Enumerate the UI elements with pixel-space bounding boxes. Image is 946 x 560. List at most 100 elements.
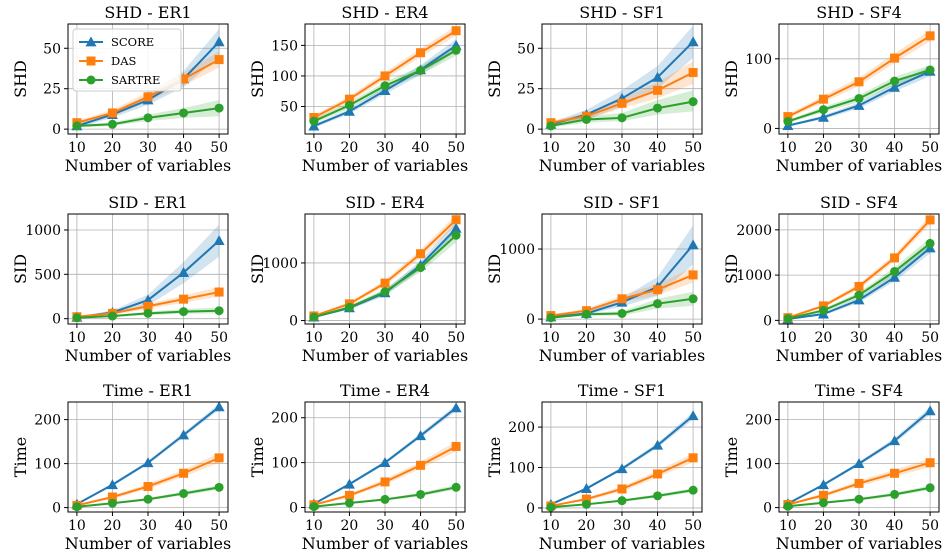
chart-shd-er1: 10 20 30 40 50 0 25 50 SHD - ER1 Number of variab… (11, 3, 231, 175)
x-tick-label: 20 (815, 330, 833, 346)
x-tick-label: 40 (886, 518, 904, 534)
point-sartre (653, 103, 663, 113)
chart-time-sf1: 10 20 30 40 50 0 100 200 Time - SF1 Number of var… (485, 381, 705, 553)
y-tick-label: 1000 (499, 242, 535, 258)
x-tick-label: 50 (210, 518, 228, 534)
point-das (179, 468, 189, 478)
point-sartre (581, 309, 591, 319)
chart-title: SID - ER1 (108, 193, 188, 212)
point-sartre (818, 105, 828, 115)
x-tick-label: 20 (104, 518, 122, 534)
y-axis-label: SID (485, 254, 504, 284)
chart-sid-er4: 10 20 30 40 50 0 1000 SID - ER4 Number of variab… (248, 193, 468, 365)
x-tick-label: 30 (613, 330, 631, 346)
y-tick-label: 0 (526, 501, 535, 517)
y-tick-label: 1000 (736, 268, 772, 284)
point-score (652, 71, 664, 82)
point-das (783, 112, 793, 122)
point-das (344, 490, 354, 500)
point-sartre (309, 502, 319, 512)
y-tick-label: 100 (745, 457, 772, 473)
x-tick-label: 40 (886, 140, 904, 156)
point-das (617, 294, 627, 304)
point-sartre (107, 119, 117, 129)
point-sartre (107, 311, 117, 321)
point-das (653, 469, 663, 479)
x-tick-label: 20 (815, 518, 833, 534)
x-tick-label: 20 (578, 140, 596, 156)
y-tick-label: 1000 (25, 223, 61, 239)
point-sartre (344, 498, 354, 508)
point-score (687, 36, 699, 47)
x-tick-label: 30 (139, 518, 157, 534)
point-sartre (179, 307, 189, 317)
point-score (415, 430, 427, 441)
x-axis-label: Number of variables (776, 346, 942, 365)
point-score (106, 479, 118, 490)
x-tick-label: 50 (921, 330, 939, 346)
point-sartre (783, 116, 793, 126)
point-score (652, 439, 664, 450)
point-das (107, 108, 117, 118)
point-das (451, 26, 461, 36)
point-sartre (380, 494, 390, 504)
x-tick-label: 30 (613, 140, 631, 156)
legend-marker-score (85, 36, 97, 47)
y-axis-label: SHD (248, 60, 267, 98)
point-das (617, 484, 627, 494)
y-tick-label: 0 (763, 501, 772, 517)
point-das (890, 468, 900, 478)
point-score (924, 405, 936, 416)
point-sartre (214, 482, 224, 492)
y-axis-label: Time (485, 437, 504, 477)
point-sartre (818, 498, 828, 508)
y-tick-label: 0 (526, 312, 535, 328)
legend-marker-das (86, 56, 96, 66)
point-sartre (617, 113, 627, 123)
x-tick-label: 40 (175, 518, 193, 534)
x-tick-label: 20 (341, 140, 359, 156)
point-das (818, 94, 828, 104)
point-sartre (143, 308, 153, 318)
x-axis-label: Number of variables (302, 156, 468, 175)
point-sartre (783, 314, 793, 324)
chart-shd-sf4: 10 20 30 40 50 0 100 SHD - SF4 Number of variabl… (722, 3, 942, 175)
point-sartre (688, 97, 698, 107)
point-sartre (416, 65, 426, 75)
point-das (214, 287, 224, 297)
point-sartre (214, 103, 224, 113)
x-tick-label: 20 (104, 140, 122, 156)
x-tick-label: 10 (68, 140, 86, 156)
point-sartre (925, 65, 935, 75)
point-sartre (416, 489, 426, 499)
x-tick-label: 20 (104, 330, 122, 346)
band-das (550, 267, 694, 317)
y-tick-label: 150 (271, 38, 298, 54)
y-axis-label: SHD (722, 60, 741, 98)
y-tick-label: 200 (745, 413, 772, 429)
chart-sid-sf1: 10 20 30 40 50 0 1000 SID - SF1 Number of variab… (485, 193, 705, 365)
x-tick-label: 10 (542, 330, 560, 346)
x-tick-label: 30 (613, 518, 631, 534)
point-das (143, 92, 153, 102)
y-tick-label: 0 (289, 501, 298, 517)
point-das (617, 98, 627, 108)
point-sartre (854, 93, 864, 103)
point-sartre (214, 306, 224, 316)
x-tick-label: 30 (376, 518, 394, 534)
x-tick-label: 20 (578, 518, 596, 534)
y-tick-label: 200 (34, 413, 61, 429)
x-tick-label: 40 (412, 330, 430, 346)
point-sartre (72, 502, 82, 512)
x-tick-label: 50 (210, 330, 228, 346)
x-tick-label: 50 (447, 140, 465, 156)
legend: SCORE DAS SARTRE (72, 28, 182, 92)
point-sartre (688, 485, 698, 495)
x-tick-label: 40 (649, 518, 667, 534)
x-tick-label: 40 (649, 140, 667, 156)
point-sartre (179, 489, 189, 499)
point-score (687, 239, 699, 250)
chart-title: SID - ER4 (345, 193, 425, 212)
chart-title: Time - ER1 (103, 381, 193, 400)
